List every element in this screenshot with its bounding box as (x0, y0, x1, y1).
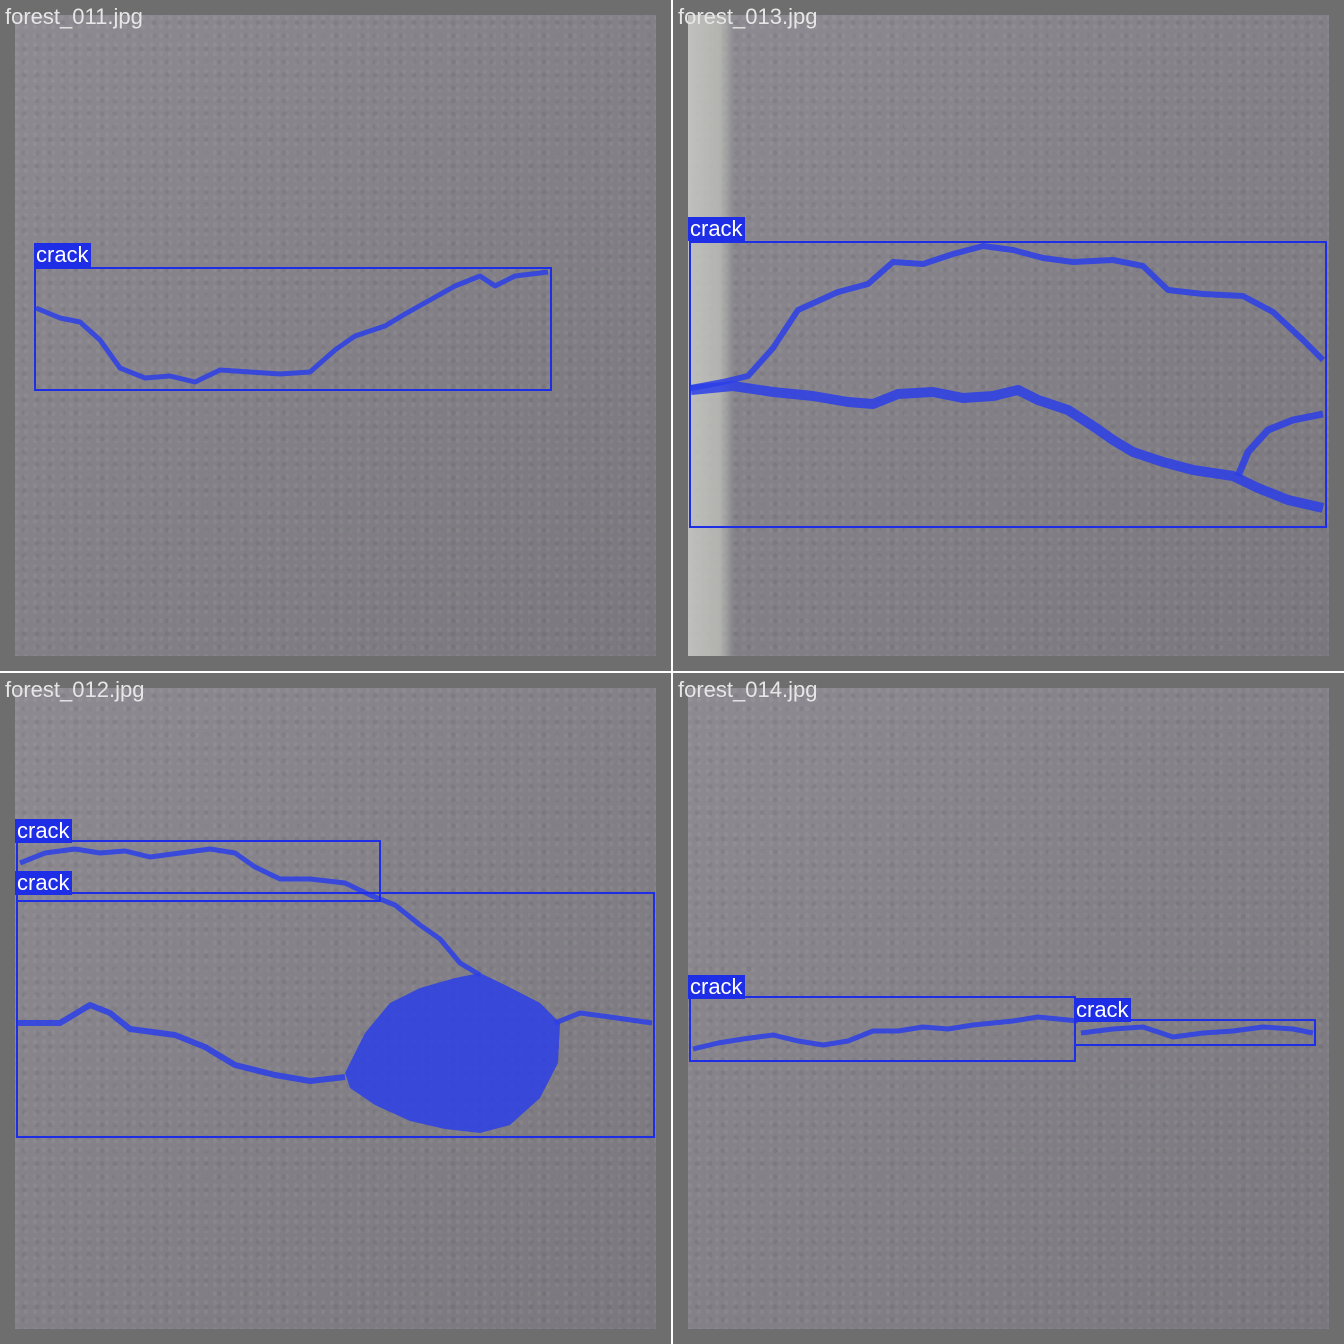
road-photo (688, 688, 1329, 1329)
detection-box (689, 241, 1327, 528)
image-panel-forest-012: crack crack forest_012.jpg (0, 673, 671, 1344)
detection-label: crack (15, 870, 72, 895)
crack-mask-overlay (690, 243, 1326, 513)
image-filename: forest_014.jpg (678, 677, 818, 702)
detection-box (16, 892, 655, 1138)
detection-label: crack (1074, 997, 1131, 1022)
image-panel-forest-011: crack forest_011.jpg (0, 0, 671, 671)
image-filename: forest_011.jpg (5, 4, 143, 29)
image-panel-forest-014: crack crack forest_014.jpg (673, 673, 1344, 1344)
detection-box (689, 996, 1076, 1062)
image-panel-forest-013: crack forest_013.jpg (673, 0, 1344, 671)
road-photo (15, 688, 656, 1329)
detection-label: crack (688, 974, 745, 999)
detection-box (1074, 1019, 1316, 1046)
road-photo (688, 15, 1329, 656)
road-photo (15, 15, 656, 656)
crack-mask-overlay (35, 269, 549, 385)
lane-marking (688, 15, 734, 656)
detection-label: crack (15, 818, 72, 843)
detection-box (34, 267, 552, 391)
detection-label: crack (34, 242, 91, 267)
detection-label: crack (688, 216, 745, 241)
image-filename: forest_012.jpg (5, 677, 145, 702)
image-filename: forest_013.jpg (678, 4, 818, 29)
crack-mask-overlay (692, 1014, 1314, 1052)
crack-mask-overlay (18, 846, 653, 1133)
